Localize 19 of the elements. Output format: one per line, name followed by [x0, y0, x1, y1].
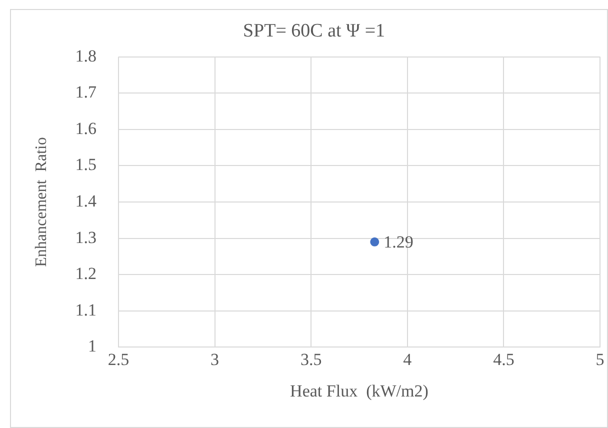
x-tick-label: 4.5	[493, 350, 514, 369]
y-tick-label: 1.8	[75, 46, 96, 66]
x-tick-label: 3.5	[300, 350, 322, 369]
y-tick-label: 1.3	[75, 228, 96, 247]
x-tick-label: 5	[596, 350, 604, 369]
x-axis-title: Heat Flux (kW/m2)	[290, 381, 428, 400]
y-tick-label: 1.2	[75, 264, 96, 284]
x-tick-label: 4	[403, 350, 412, 369]
y-tick-label: 1.6	[75, 118, 96, 138]
x-tick-label: 2.5	[108, 350, 130, 369]
y-tick-label: 1.4	[75, 191, 97, 210]
y-axis-title: Enhancement Ratio	[32, 137, 50, 267]
data-label: 1.29	[384, 232, 414, 252]
y-tick-label: 1.1	[75, 300, 96, 320]
x-tick-label: 3	[210, 350, 220, 369]
y-tick-label: 1.7	[75, 82, 97, 102]
y-tick-label: 1	[88, 336, 96, 356]
y-tick-label: 1.5	[75, 155, 96, 174]
chart-title: SPT= 60C at Ψ =1	[242, 20, 386, 42]
